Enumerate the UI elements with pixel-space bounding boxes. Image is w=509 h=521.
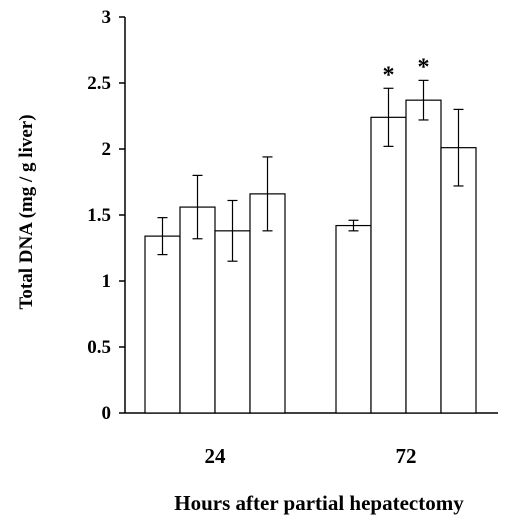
y-tick-label: 3: [102, 7, 112, 28]
bar: [144, 235, 181, 414]
y-tick-label: 1.5: [87, 205, 111, 226]
bars: * *: [144, 54, 477, 414]
x-axis-label: Hours after partial hepatectomy: [174, 491, 464, 515]
bar: [440, 147, 477, 414]
y-tick-label: 0.5: [87, 337, 111, 358]
y-axis-ticks: 0 0.5 1 1.5 2 2.5 3: [87, 7, 125, 424]
y-axis-label: Total DNA (mg / g liver): [16, 114, 37, 309]
bar: [179, 206, 216, 414]
significance-marker: *: [418, 54, 430, 80]
bar: [370, 116, 407, 414]
bar: [335, 224, 372, 414]
significance-marker: *: [383, 62, 395, 88]
bar: [405, 99, 442, 414]
y-tick-label: 1: [102, 271, 112, 292]
y-tick-label: 2.5: [87, 73, 111, 94]
x-tick-label: 24: [205, 444, 227, 468]
x-axis-ticks: 24 72: [205, 444, 417, 468]
y-tick-label: 2: [102, 139, 112, 160]
y-tick-label: 0: [102, 403, 112, 424]
x-tick-label: 72: [396, 444, 417, 468]
